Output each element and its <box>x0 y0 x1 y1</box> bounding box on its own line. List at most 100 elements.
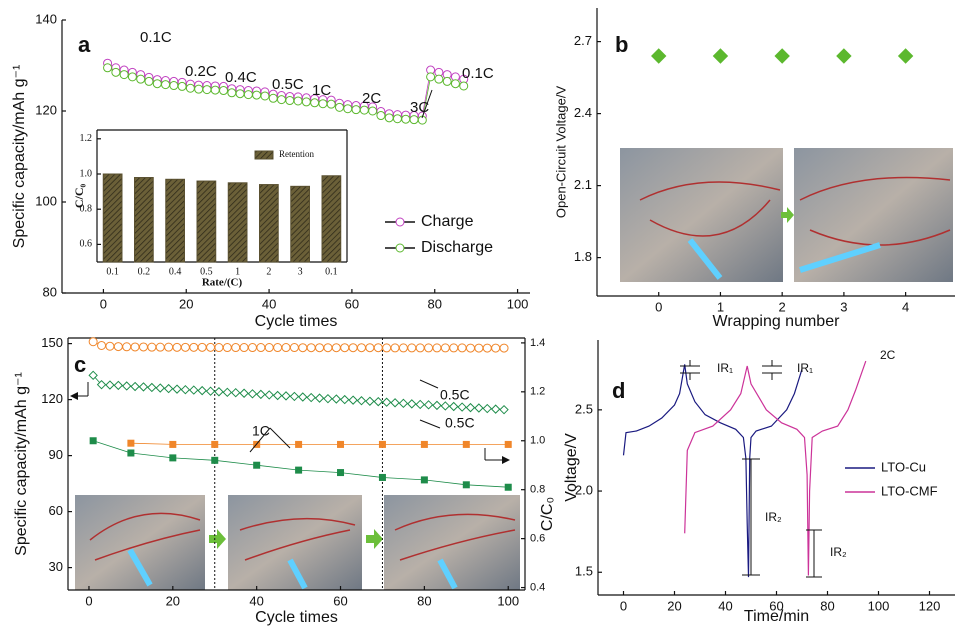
bar <box>134 177 154 263</box>
marker <box>214 343 224 353</box>
marker <box>465 343 475 353</box>
panel-label: a <box>78 32 91 57</box>
marker <box>180 384 191 395</box>
y-tick-label: 0.8 <box>80 203 93 214</box>
marker <box>482 343 492 353</box>
marker <box>253 461 261 469</box>
x-tick-label: 4 <box>902 299 909 314</box>
marker <box>384 113 394 123</box>
marker <box>356 396 367 406</box>
x-tick-label: 2 <box>266 266 271 277</box>
marker <box>163 383 174 394</box>
marker <box>211 456 219 464</box>
marker <box>449 401 459 412</box>
bar <box>102 173 123 263</box>
marker <box>136 74 146 84</box>
marker <box>420 440 428 448</box>
x-tick-label: 0 <box>85 593 92 608</box>
x-tick-label: 3 <box>298 266 303 277</box>
marker <box>214 387 224 397</box>
marker <box>88 370 98 381</box>
marker <box>281 343 291 353</box>
pointer-line <box>249 427 271 453</box>
x-tick-label: 120 <box>919 598 941 613</box>
marker <box>230 387 241 398</box>
y2-tick-label: 1.2 <box>530 386 545 398</box>
pointer-line <box>421 89 433 119</box>
y-tick-label: 100 <box>35 193 57 208</box>
marker <box>315 343 325 353</box>
marker <box>378 473 386 481</box>
series-label: 0.5C <box>440 387 470 403</box>
legend-label: LTO-CMF <box>881 483 938 498</box>
x-tick-label: 0 <box>100 296 107 311</box>
marker <box>155 342 165 352</box>
x-tick-label: 80 <box>417 593 431 608</box>
marker <box>172 342 182 352</box>
marker <box>247 343 257 353</box>
marker <box>113 342 123 352</box>
marker <box>219 86 229 96</box>
annotation: 1C <box>312 82 331 99</box>
marker <box>211 440 219 448</box>
marker <box>449 343 459 353</box>
marker <box>180 342 190 352</box>
marker <box>440 343 450 353</box>
marker <box>398 343 408 353</box>
y-tick-label: 1.0 <box>80 168 93 179</box>
x-tick-label: 3 <box>840 299 847 314</box>
arrow-head <box>502 456 510 464</box>
marker <box>130 342 140 352</box>
marker <box>462 481 470 489</box>
marker <box>281 391 291 401</box>
marker <box>474 343 484 353</box>
marker <box>651 48 667 64</box>
marker <box>239 343 249 353</box>
x-tick-label: 60 <box>333 593 347 608</box>
x-tick-label: 0.1 <box>325 266 338 277</box>
marker <box>210 85 220 95</box>
marker <box>459 81 469 91</box>
marker <box>340 343 350 353</box>
marker <box>356 343 366 353</box>
x-tick-label: 40 <box>718 598 732 613</box>
y-axis-label: Voltage/V <box>563 433 580 502</box>
x-tick-label: 80 <box>820 598 834 613</box>
marker <box>130 381 140 392</box>
annotation: IR₁ <box>797 361 813 375</box>
y-tick-label: 140 <box>35 11 57 26</box>
y-tick-label: 60 <box>49 503 63 518</box>
marker <box>295 440 303 448</box>
annotation: 2C <box>880 348 896 362</box>
series-line <box>622 364 803 578</box>
marker <box>348 343 358 353</box>
marker <box>340 394 350 405</box>
annotation: IR₂ <box>830 545 847 559</box>
marker <box>499 404 509 415</box>
marker <box>88 337 98 347</box>
marker <box>407 399 417 409</box>
y2-tick-label: 0.8 <box>530 484 545 496</box>
marker <box>442 76 452 86</box>
marker <box>277 95 287 105</box>
marker <box>289 391 300 402</box>
y2-tick-label: 1.0 <box>530 435 545 447</box>
x-tick-label: 20 <box>179 296 193 311</box>
marker <box>382 343 392 353</box>
marker <box>105 380 115 390</box>
annotation: 0.4C <box>225 69 257 86</box>
x-tick-label: 2 <box>779 299 786 314</box>
marker <box>231 343 241 353</box>
marker <box>474 403 484 413</box>
marker <box>440 401 451 411</box>
annotation: IR₁ <box>717 361 733 375</box>
marker <box>301 97 311 107</box>
marker <box>239 388 249 398</box>
marker <box>138 382 149 392</box>
marker <box>260 91 270 101</box>
legend-label: Discharge <box>421 239 493 256</box>
marker <box>499 343 509 353</box>
x-tick-label: 0.2 <box>138 266 151 277</box>
y-tick-label: 2.5 <box>575 401 593 416</box>
marker <box>273 343 283 353</box>
